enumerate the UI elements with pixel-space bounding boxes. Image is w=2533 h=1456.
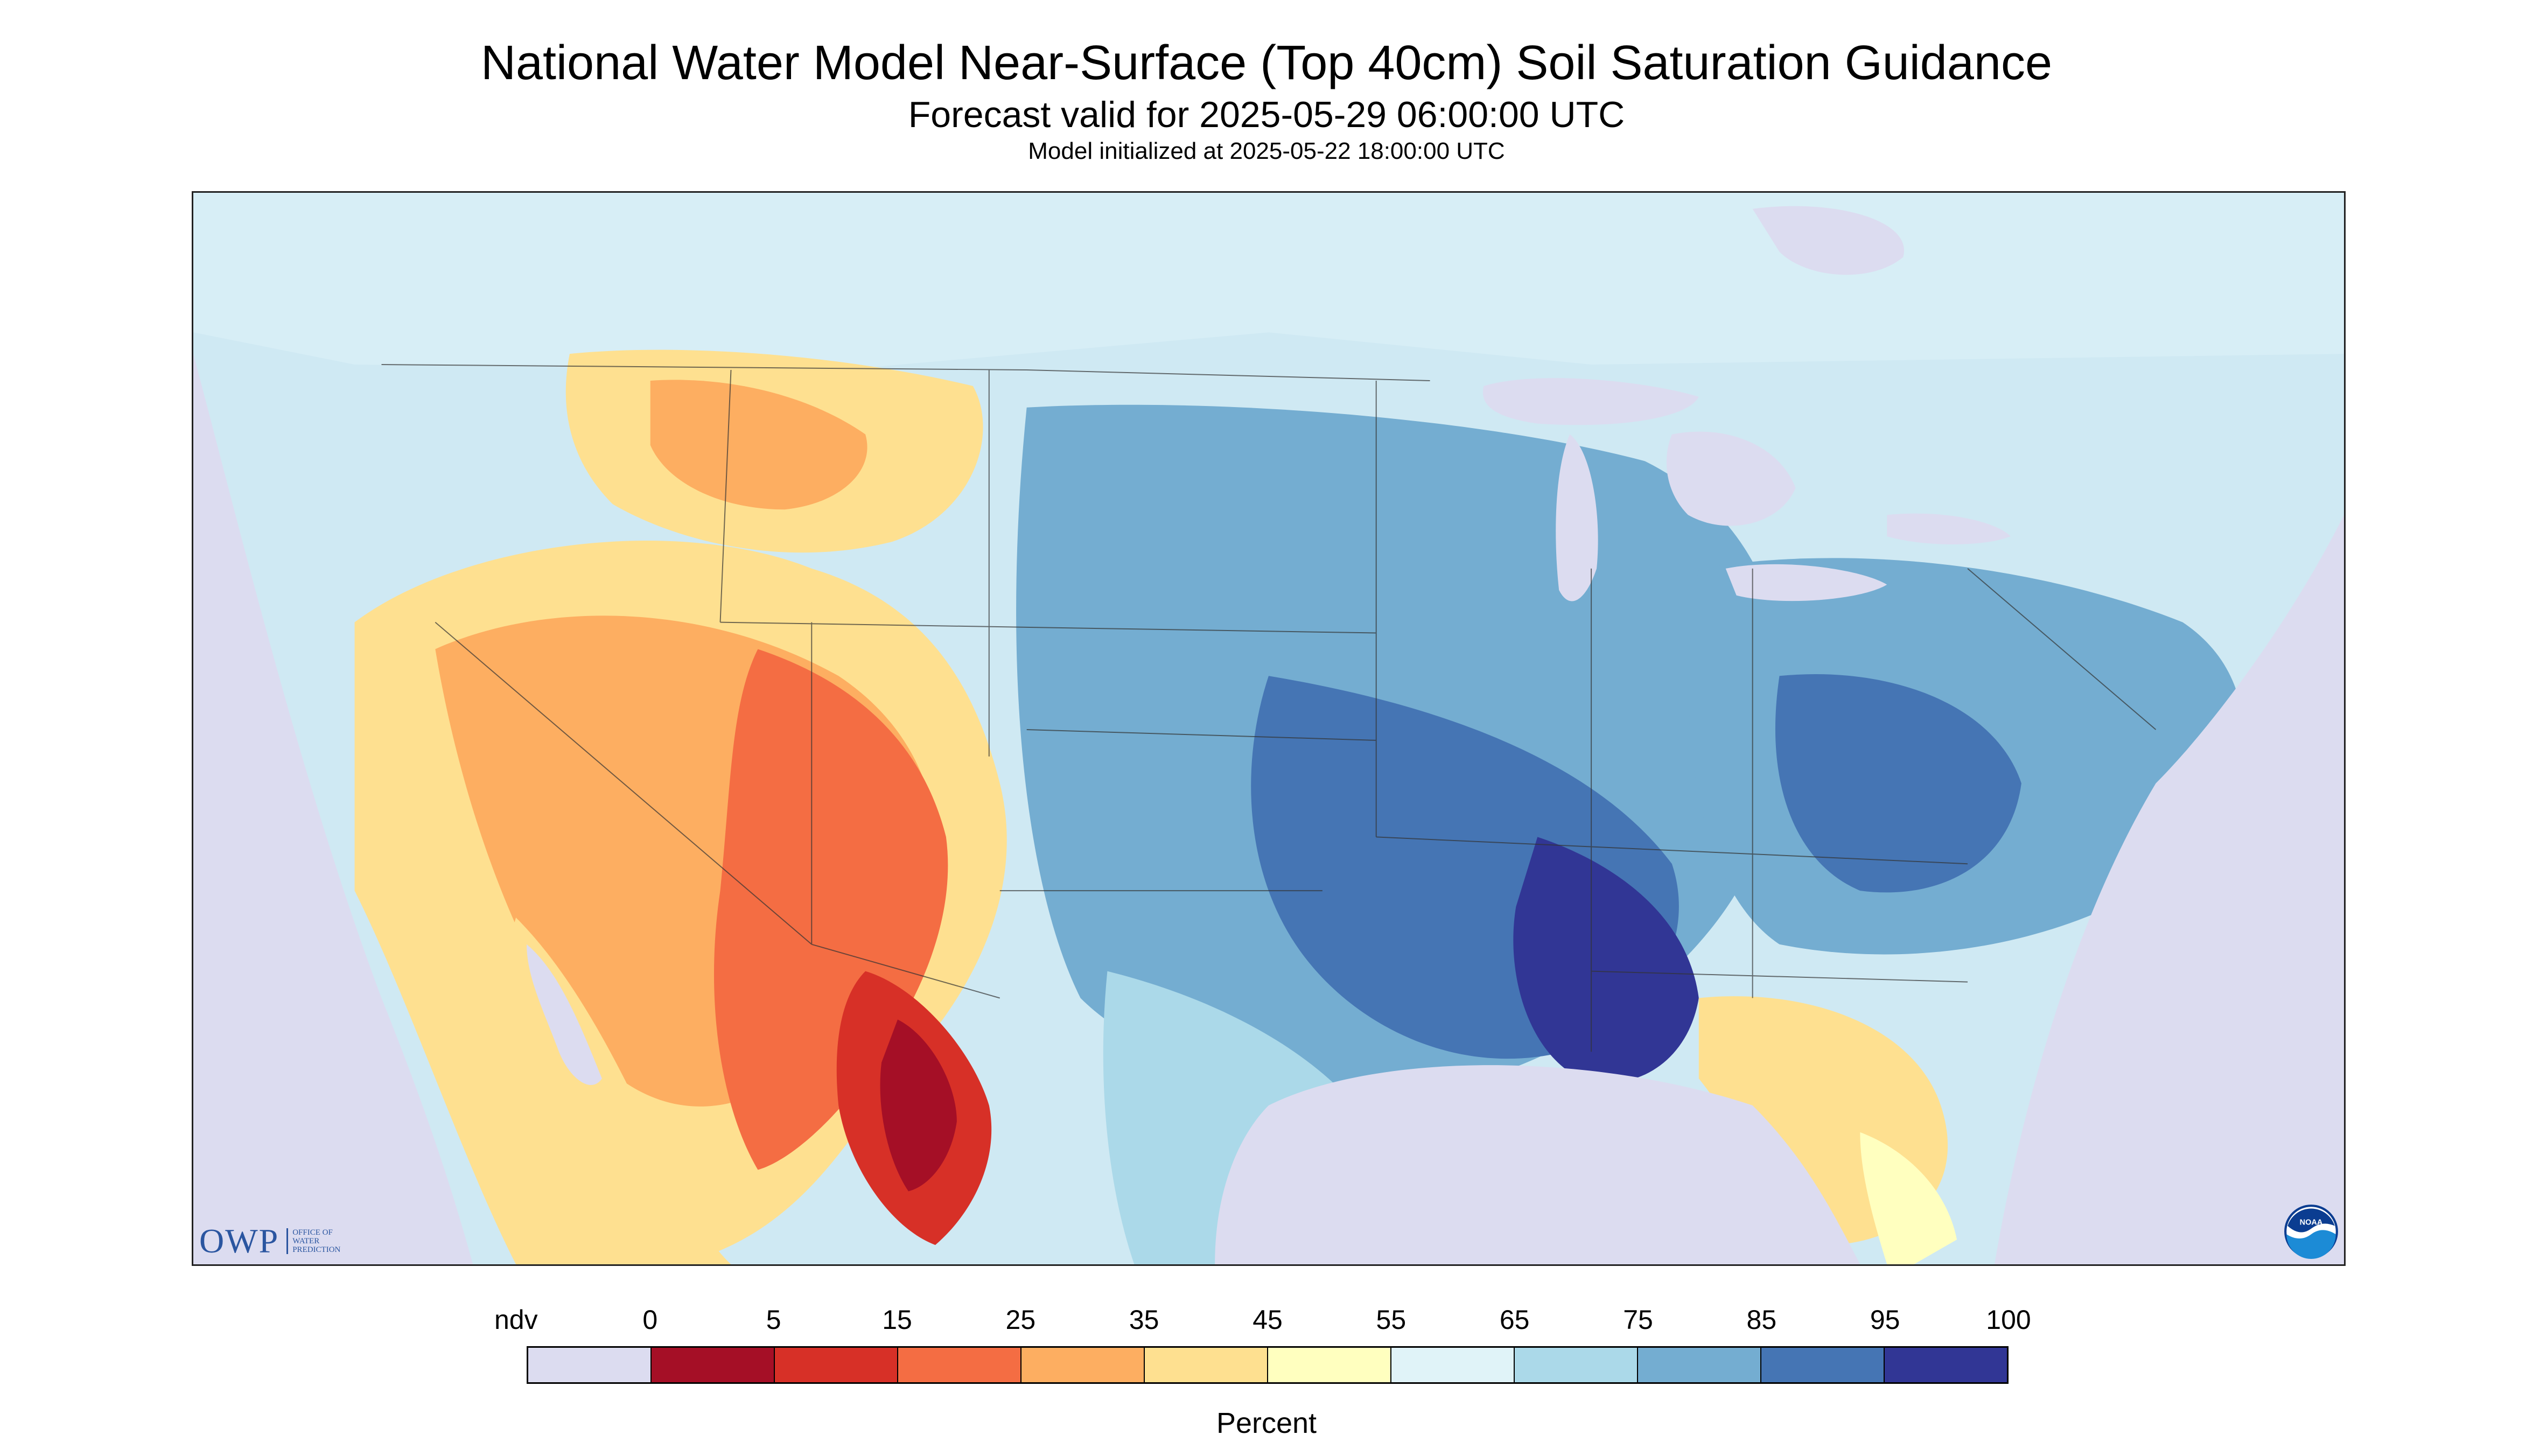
legend-swatch xyxy=(1021,1348,1145,1382)
legend-swatch xyxy=(1638,1348,1761,1382)
legend-tick-label: ndv xyxy=(494,1305,538,1335)
legend-tick-label: 45 xyxy=(1252,1305,1283,1335)
hudson-bay-area xyxy=(1752,206,1905,275)
florida-region xyxy=(1860,1132,1957,1264)
map-title: National Water Model Near-Surface (Top 4… xyxy=(480,36,2052,90)
owp-logo: OWP OFFICE OF WATER PREDICTION xyxy=(199,1222,340,1260)
lake-superior xyxy=(1482,378,1699,425)
legend-units-label: Percent xyxy=(1216,1407,1317,1439)
legend-tick-label: 5 xyxy=(766,1305,781,1335)
forecast-valid-subtitle: Forecast valid for 2025-05-29 06:00:00 U… xyxy=(908,94,1625,135)
owp-sub-line: WATER xyxy=(292,1237,320,1245)
color-legend xyxy=(527,1346,2009,1384)
dry-montana xyxy=(650,380,867,510)
wet-ohio xyxy=(1775,674,2021,893)
lake-ontario xyxy=(1887,513,2011,545)
legend-tick-label: 95 xyxy=(1870,1305,1900,1335)
legend-tick-label: 55 xyxy=(1376,1305,1407,1335)
noaa-logo: NOAA xyxy=(2284,1205,2338,1259)
lake-huron xyxy=(1666,431,1796,526)
lake-erie xyxy=(1725,564,1887,601)
owp-logo-subtext: OFFICE OF WATER PREDICTION xyxy=(286,1228,340,1254)
driest-core xyxy=(880,1019,957,1192)
pacific-ocean xyxy=(193,354,473,1264)
wettest-core xyxy=(1513,837,1699,1083)
legend-swatch xyxy=(1515,1348,1638,1382)
map-canvas xyxy=(193,193,2344,1264)
owp-sub-line: PREDICTION xyxy=(292,1245,341,1254)
legend-swatch xyxy=(652,1348,775,1382)
gulf-of-mexico xyxy=(1215,1065,1860,1264)
legend-swatch xyxy=(1391,1348,1515,1382)
legend-swatch xyxy=(898,1348,1021,1382)
soil-saturation-map xyxy=(192,191,2346,1266)
lake-michigan xyxy=(1556,434,1598,601)
legend-tick-label: 100 xyxy=(1986,1305,2031,1335)
legend-swatch xyxy=(1761,1348,1885,1382)
legend-tick-label: 15 xyxy=(882,1305,912,1335)
model-init-line: Model initialized at 2025-05-22 18:00:00… xyxy=(1028,138,1505,164)
legend-tick-label: 35 xyxy=(1129,1305,1159,1335)
noaa-logo-text: NOAA xyxy=(2300,1219,2323,1227)
gulf-of-california xyxy=(527,944,602,1085)
legend-tick-label: 25 xyxy=(1005,1305,1036,1335)
legend-swatch xyxy=(1268,1348,1391,1382)
owp-logo-text: OWP xyxy=(199,1222,279,1260)
state-boundaries xyxy=(381,364,2157,1052)
legend-swatch xyxy=(1885,1348,2007,1382)
owp-sub-line: OFFICE OF xyxy=(292,1228,333,1237)
atlantic-ocean xyxy=(1994,515,2344,1264)
legend-swatch xyxy=(1145,1348,1268,1382)
legend-swatch xyxy=(528,1348,652,1382)
legend-tick-label: 65 xyxy=(1499,1305,1530,1335)
legend-tick-label: 85 xyxy=(1746,1305,1777,1335)
legend-swatch xyxy=(775,1348,898,1382)
legend-tick-label: 0 xyxy=(642,1305,658,1335)
legend-tick-label: 75 xyxy=(1623,1305,1653,1335)
